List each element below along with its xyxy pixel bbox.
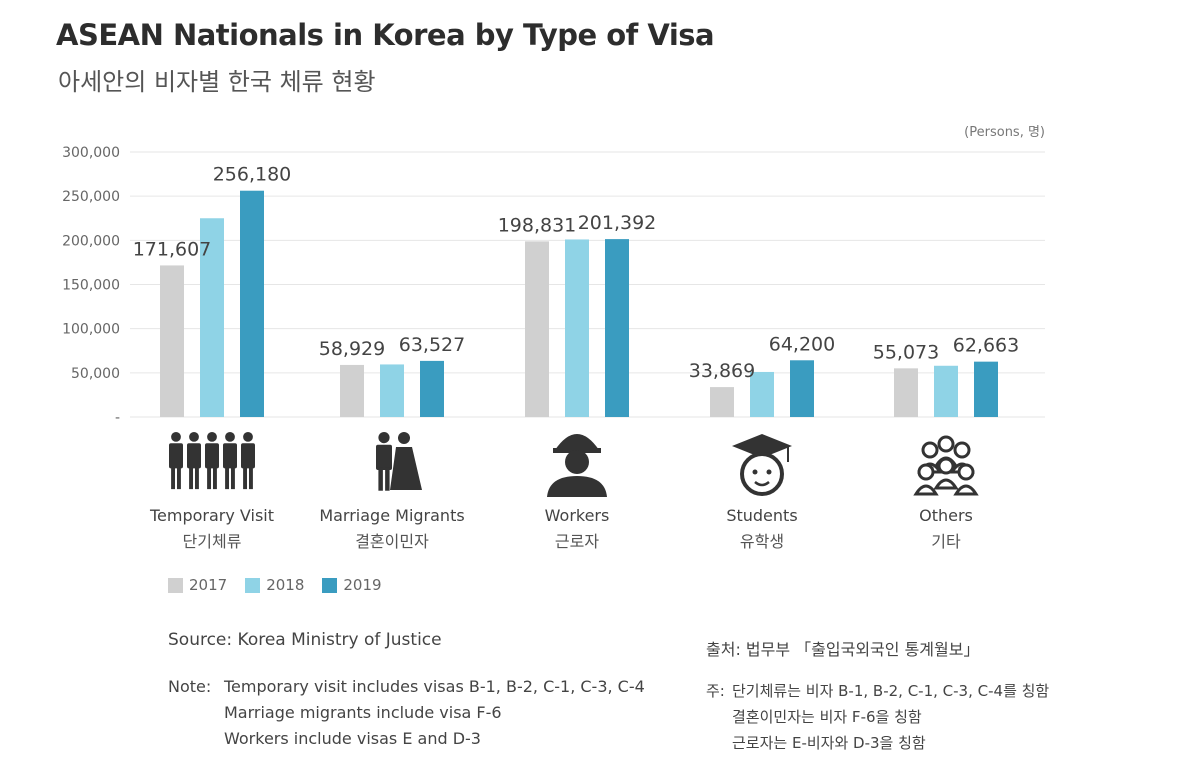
- note-line-ko-1: 단기체류는 비자 B-1, B-2, C-1, C-3, C-4를 칭함: [732, 682, 1050, 700]
- graduate-icon: [732, 434, 792, 496]
- legend-item-2019: 2019: [322, 576, 382, 594]
- y-tick-label: 50,000: [71, 366, 120, 382]
- y-tick-label: 250,000: [62, 189, 120, 205]
- chart-title: ASEAN Nationals in Korea by Type of Visa: [56, 18, 715, 52]
- y-tick-label: 300,000: [62, 145, 120, 161]
- legend-swatch-2019: [322, 577, 338, 593]
- category-label-ko: 결혼이민자: [355, 532, 429, 551]
- group-icon: [913, 435, 979, 496]
- note-line-2: Marriage migrants include visa F-6: [224, 703, 502, 722]
- note-line-ko-3: 근로자는 E-비자와 D-3을 칭함: [732, 734, 926, 752]
- legend-label-2017: 2017: [189, 576, 228, 594]
- y-tick-label: 150,000: [62, 278, 120, 294]
- y-tick-label: 200,000: [62, 233, 120, 249]
- y-tick-label: -: [115, 410, 120, 426]
- bar-2019-3: [790, 360, 814, 417]
- notes-ko: 주: 단기체류는 비자 B-1, B-2, C-1, C-3, C-4를 칭함 결…: [706, 678, 1049, 756]
- source-text-ko: 출처: 법무부 「출입국외국인 통계월보」: [706, 640, 980, 659]
- bar-2017-4: [894, 368, 918, 417]
- data-label: 62,663: [953, 335, 1019, 357]
- bar-2018-4: [934, 365, 958, 417]
- category-label: Marriage Migrants: [319, 506, 464, 525]
- bar-2018-2: [565, 239, 589, 417]
- legend-label-2018: 2018: [266, 576, 305, 594]
- bar-2017-0: [160, 265, 184, 417]
- data-label: 63,527: [399, 334, 465, 356]
- note-line-1: Temporary visit includes visas B-1, B-2,…: [224, 677, 645, 696]
- worker-icon: [547, 434, 607, 497]
- chart-subtitle: 아세안의 비자별 한국 체류 현황: [58, 68, 376, 96]
- category-label-ko: 단기체류: [183, 532, 242, 551]
- people-group-icon: [169, 432, 255, 490]
- bar-chart: (Persons, 명) - 50,000 100,000 150,000 200,000…: [62, 125, 1045, 551]
- bar-2019-1: [420, 360, 444, 417]
- unit-label: (Persons, 명): [964, 125, 1045, 140]
- legend-item-2018: 2018: [245, 576, 304, 594]
- legend-swatch-2018: [245, 577, 261, 593]
- data-label: 171,607: [133, 238, 212, 260]
- legend: 2017 2018 2019: [168, 576, 382, 594]
- legend-label-2019: 2019: [343, 576, 382, 594]
- category-label: Temporary Visit: [149, 506, 274, 525]
- y-tick-label: 100,000: [62, 322, 120, 338]
- legend-swatch-2017: [168, 577, 183, 593]
- bar-2019-2: [605, 239, 629, 417]
- note-line-ko-2: 결혼이민자는 비자 F-6을 칭함: [732, 708, 922, 726]
- legend-item-2017: 2017: [168, 576, 227, 594]
- data-label: 201,392: [578, 212, 657, 234]
- category-label-ko: 유학생: [740, 532, 784, 551]
- data-label: 55,073: [873, 341, 939, 363]
- couple-icon: [376, 432, 422, 491]
- category-label: Students: [726, 506, 797, 525]
- bar-2019-0: [240, 190, 264, 417]
- source-text: Source: Korea Ministry of Justice: [168, 630, 442, 650]
- notes-label-ko: 주:: [706, 682, 725, 700]
- data-label: 33,869: [689, 360, 755, 382]
- notes-label: Note:: [168, 677, 212, 696]
- category-label-ko: 근로자: [555, 532, 599, 551]
- category-label: Workers: [545, 506, 610, 525]
- notes: Note: Temporary visit includes visas B-1,…: [168, 674, 645, 752]
- bar-2017-3: [710, 387, 734, 417]
- category-label: Others: [919, 506, 973, 525]
- bar-2017-1: [340, 364, 364, 417]
- bar-2018-3: [750, 371, 774, 417]
- bar-2018-1: [380, 364, 404, 417]
- data-label: 58,929: [319, 338, 385, 360]
- note-line-3: Workers include visas E and D-3: [224, 729, 481, 748]
- data-label: 198,831: [498, 214, 577, 236]
- bar-2018-0: [200, 218, 224, 417]
- category-label-ko: 기타: [931, 532, 961, 551]
- bar-2019-4: [974, 361, 998, 417]
- data-label: 256,180: [213, 164, 292, 186]
- data-label: 64,200: [769, 333, 835, 355]
- bar-2017-2: [525, 241, 549, 417]
